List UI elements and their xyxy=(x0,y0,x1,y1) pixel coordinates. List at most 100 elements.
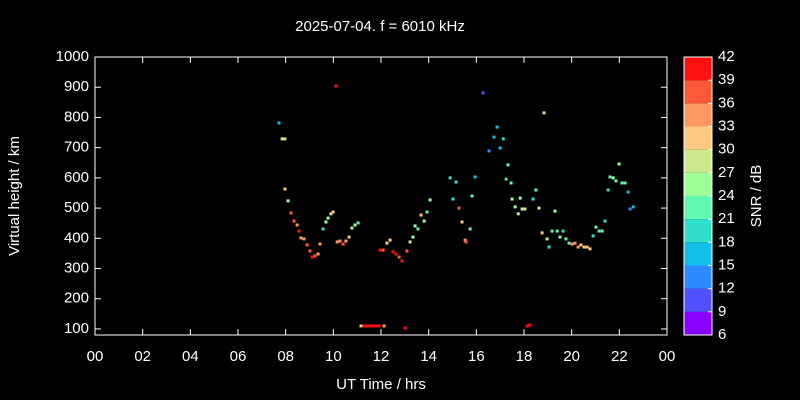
x-tick-label: 22 xyxy=(611,348,628,365)
chart-title: 2025-07-04. f = 6010 kHz xyxy=(295,18,465,35)
data-point xyxy=(405,249,409,253)
data-point xyxy=(371,324,375,328)
data-point xyxy=(305,243,309,247)
data-point xyxy=(416,227,420,231)
colorbar xyxy=(684,57,712,335)
data-point xyxy=(516,212,520,216)
colorbar-tick-label: 24 xyxy=(718,187,735,204)
data-point xyxy=(359,324,363,328)
data-point xyxy=(504,177,508,181)
data-point xyxy=(368,324,372,328)
data-point xyxy=(454,180,458,184)
data-point xyxy=(280,137,284,141)
data-point xyxy=(531,197,535,201)
x-tick-label: 00 xyxy=(87,348,104,365)
colorbar-tick-label: 15 xyxy=(718,256,735,273)
data-point xyxy=(316,252,320,256)
colorbar-tick-label: 42 xyxy=(718,48,735,65)
x-tick-label: 04 xyxy=(182,348,199,365)
data-point xyxy=(611,176,615,180)
data-point xyxy=(292,219,296,223)
data-point xyxy=(347,235,351,239)
data-point xyxy=(600,229,604,233)
data-point xyxy=(413,224,417,228)
colorbar-tick-label: 12 xyxy=(718,280,735,297)
data-point xyxy=(308,249,312,253)
data-point xyxy=(506,163,510,167)
x-tick-label: 00 xyxy=(659,348,676,365)
x-tick-label: 02 xyxy=(134,348,151,365)
data-point xyxy=(297,229,301,233)
data-point xyxy=(525,324,529,328)
x-tick-label: 20 xyxy=(563,348,580,365)
colorbar-swatch xyxy=(684,311,712,335)
data-point xyxy=(448,176,452,180)
y-tick-label: 600 xyxy=(64,169,89,186)
data-point xyxy=(286,199,290,203)
data-point xyxy=(378,248,382,252)
data-point xyxy=(324,220,328,224)
data-point xyxy=(341,242,345,246)
colorbar-tick-label: 9 xyxy=(718,303,726,320)
data-point xyxy=(573,241,577,245)
data-point xyxy=(473,175,477,179)
data-point xyxy=(334,84,338,88)
data-point xyxy=(391,250,395,254)
data-point xyxy=(400,259,404,263)
data-point xyxy=(463,238,467,242)
data-point xyxy=(628,207,632,211)
data-point xyxy=(591,234,595,238)
data-point xyxy=(561,229,565,233)
data-point xyxy=(501,137,505,141)
colorbar-tick-label: 30 xyxy=(718,141,735,158)
data-point xyxy=(550,229,554,233)
data-point xyxy=(365,324,369,328)
y-tick-label: 200 xyxy=(64,290,89,307)
data-point xyxy=(329,212,333,216)
colorbar-swatch xyxy=(684,288,712,312)
x-tick-label: 12 xyxy=(373,348,390,365)
data-point xyxy=(381,248,385,252)
data-point xyxy=(356,221,360,225)
colorbar-label: SNR / dB xyxy=(748,165,765,228)
data-point xyxy=(388,238,392,242)
data-point xyxy=(451,197,455,201)
data-point xyxy=(428,198,432,202)
data-point xyxy=(492,135,496,139)
data-point xyxy=(513,205,517,209)
data-point xyxy=(631,205,635,209)
colorbar-swatch xyxy=(684,103,712,127)
y-tick-label: 400 xyxy=(64,229,89,246)
data-point xyxy=(603,219,607,223)
data-point xyxy=(523,207,527,211)
x-tick-label: 10 xyxy=(325,348,342,365)
data-point xyxy=(460,220,464,224)
data-point xyxy=(520,207,524,211)
data-point xyxy=(394,252,398,256)
data-point xyxy=(555,229,559,233)
data-point xyxy=(585,245,589,249)
colorbar-swatch xyxy=(684,242,712,266)
data-point xyxy=(617,162,621,166)
colorbar-tick-label: 39 xyxy=(718,71,735,88)
colorbar-tick-label: 27 xyxy=(718,164,735,181)
data-point xyxy=(588,247,592,251)
data-point xyxy=(289,211,293,215)
data-point xyxy=(321,227,325,231)
data-point xyxy=(481,91,485,95)
data-point xyxy=(558,235,562,239)
data-point xyxy=(310,255,314,259)
data-point xyxy=(534,188,538,192)
data-point xyxy=(510,197,514,201)
data-point xyxy=(608,175,612,179)
data-point xyxy=(579,243,583,247)
data-point xyxy=(553,209,557,213)
data-point xyxy=(344,239,348,243)
y-tick-label: 100 xyxy=(64,320,89,337)
data-point xyxy=(582,245,586,249)
x-axis-label: UT Time / hrs xyxy=(336,376,426,393)
data-point xyxy=(498,146,502,150)
data-point xyxy=(626,190,630,194)
data-point xyxy=(594,225,598,229)
